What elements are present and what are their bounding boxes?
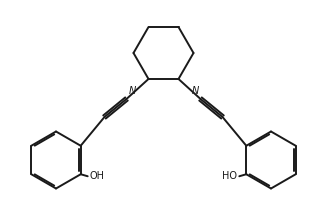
Text: N: N <box>129 86 136 97</box>
Text: OH: OH <box>90 171 105 181</box>
Text: HO: HO <box>222 171 237 181</box>
Text: N: N <box>191 86 198 97</box>
